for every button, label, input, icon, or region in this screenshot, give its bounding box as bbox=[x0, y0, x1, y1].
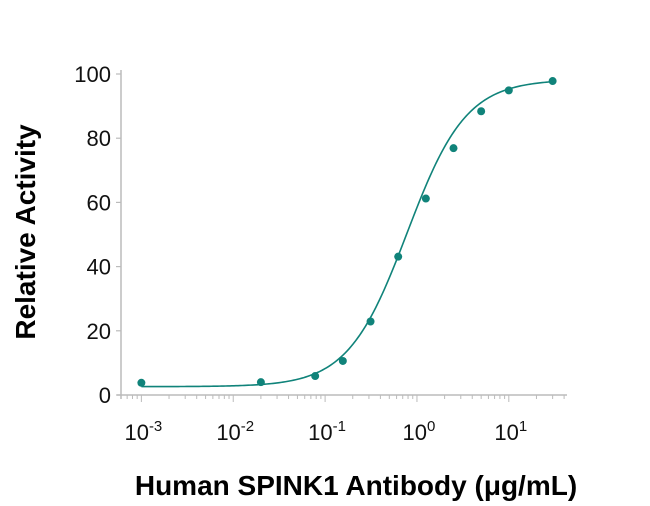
data-point bbox=[548, 77, 557, 86]
x-tick-label: 10-3 bbox=[124, 418, 162, 445]
x-axis-label: Human SPINK1 Antibody (μg/mL) bbox=[135, 470, 577, 501]
data-point bbox=[311, 372, 320, 381]
x-tick-label: 101 bbox=[494, 418, 527, 445]
data-point bbox=[504, 86, 513, 95]
data-point bbox=[477, 107, 486, 116]
data-point bbox=[449, 144, 458, 153]
x-tick-label: 10-1 bbox=[308, 418, 346, 445]
y-tick-label: 20 bbox=[87, 319, 111, 344]
y-tick-label: 40 bbox=[87, 255, 111, 280]
y-tick-label: 100 bbox=[74, 62, 111, 87]
y-axis-label: Relative Activity bbox=[10, 124, 41, 340]
data-point bbox=[421, 194, 430, 203]
data-point bbox=[338, 356, 347, 365]
data-point bbox=[366, 317, 375, 326]
fit-curve bbox=[141, 80, 553, 388]
x-tick-label: 100 bbox=[403, 418, 436, 445]
data-point bbox=[256, 378, 265, 387]
data-point bbox=[394, 252, 403, 261]
y-tick-label: 60 bbox=[87, 190, 111, 215]
data-point bbox=[137, 378, 146, 387]
y-tick-label: 0 bbox=[99, 383, 111, 408]
x-tick-label: 10-2 bbox=[216, 418, 254, 445]
y-tick-label: 80 bbox=[87, 126, 111, 151]
